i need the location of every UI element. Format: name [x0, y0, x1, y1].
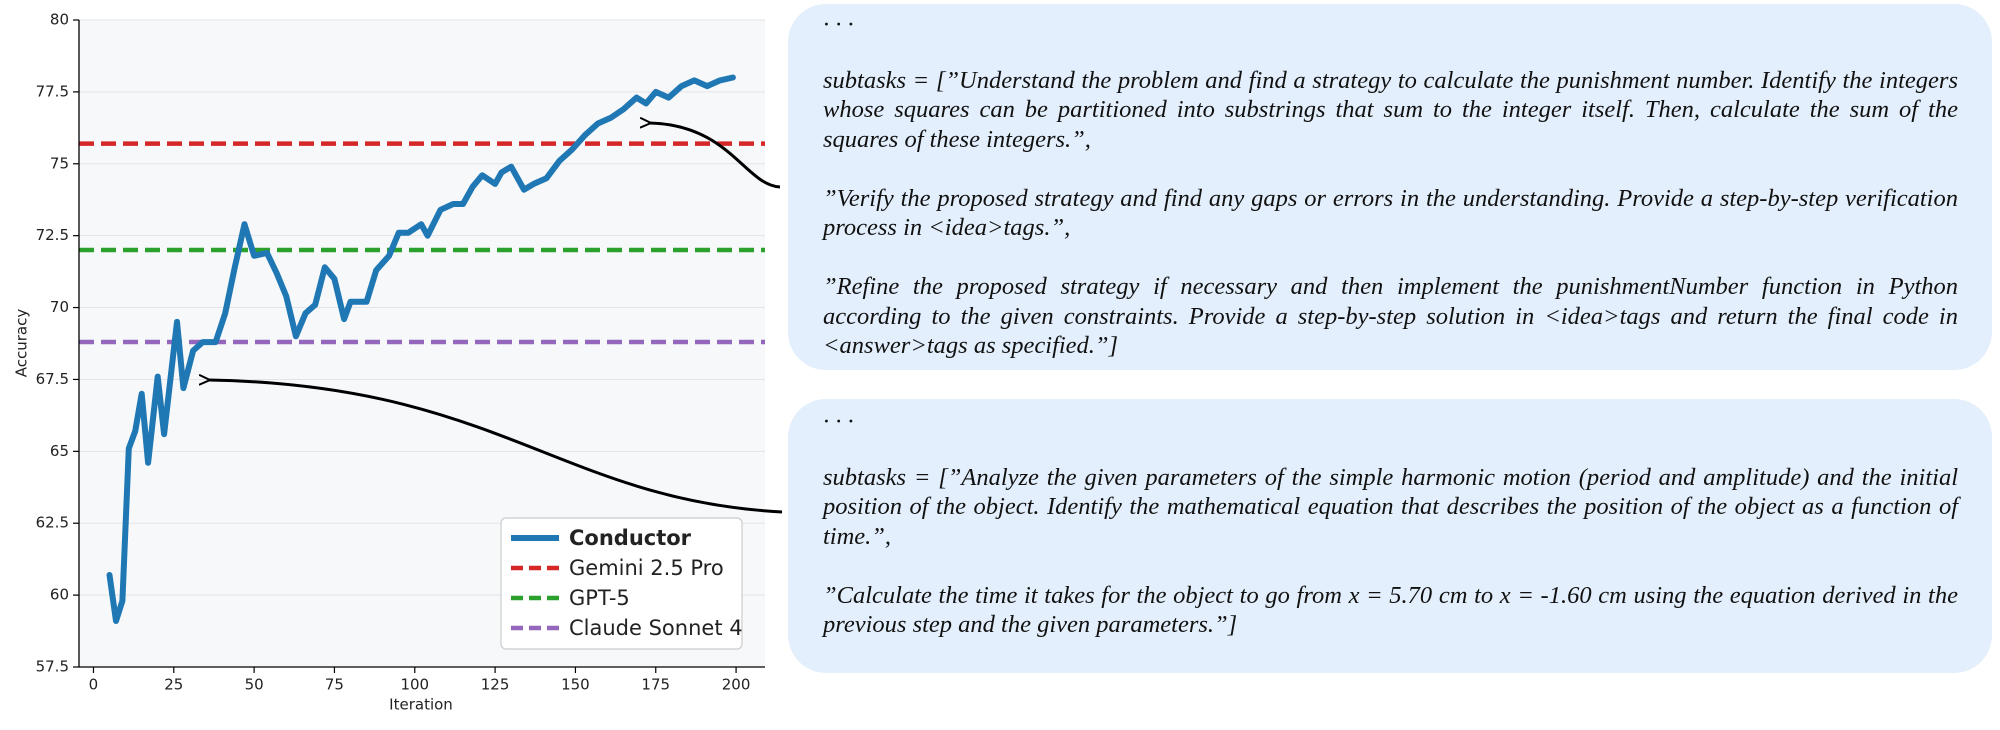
x-axis-label: Iteration — [389, 696, 453, 714]
paragraph: ”Refine the proposed strategy if necessa… — [823, 273, 1958, 359]
legend-label: Conductor — [569, 526, 692, 550]
y-tick-label: 70 — [50, 298, 69, 316]
x-tick-label: 50 — [245, 676, 264, 694]
y-tick-label: 62.5 — [36, 514, 69, 532]
ellipsis: · · · — [823, 408, 854, 435]
y-tick-label: 57.5 — [36, 658, 69, 676]
paragraph: subtasks = [”Analyze the given parameter… — [823, 463, 1958, 550]
y-tick-label: 60 — [50, 586, 69, 604]
x-tick-label: 0 — [89, 676, 99, 694]
y-tick-label: 75 — [50, 154, 69, 172]
y-tick-label: 77.5 — [36, 82, 69, 100]
y-tick-label: 67.5 — [36, 370, 69, 388]
series-line — [106, 74, 736, 624]
text-box: · · · subtasks = [”Understand the proble… — [788, 4, 1992, 370]
legend-label: Claude Sonnet 4 — [569, 616, 743, 640]
y-tick-label: 72.5 — [36, 226, 69, 244]
plot-layer — [79, 19, 765, 668]
x-tick-label: 175 — [641, 676, 670, 694]
x-tick-label: 25 — [164, 676, 183, 694]
x-tick-label: 125 — [481, 676, 510, 694]
annotation-arrow — [650, 123, 781, 189]
paragraph: subtasks = [”Understand the problem and … — [823, 66, 1958, 153]
legend-label: Gemini 2.5 Pro — [569, 556, 724, 580]
y-tick-label: 65 — [50, 442, 69, 460]
annotation-arrow — [209, 380, 783, 514]
x-tick-label: 75 — [325, 676, 344, 694]
ellipsis: · · · — [823, 11, 854, 38]
x-tick-label: 100 — [400, 676, 429, 694]
paragraph: ”Verify the proposed strategy and find a… — [823, 184, 1958, 242]
y-tick-label: 80 — [50, 11, 69, 29]
legend-box — [500, 517, 743, 650]
x-tick-label: 200 — [722, 676, 751, 694]
y-axis-label: Accuracy — [13, 309, 31, 378]
text-box: · · · subtasks = [”Analyze the given par… — [788, 399, 1992, 673]
paragraph: ”Calculate the time it takes for the obj… — [823, 581, 1958, 639]
legend-label: GPT-5 — [569, 586, 630, 610]
x-tick-label: 150 — [561, 676, 590, 694]
